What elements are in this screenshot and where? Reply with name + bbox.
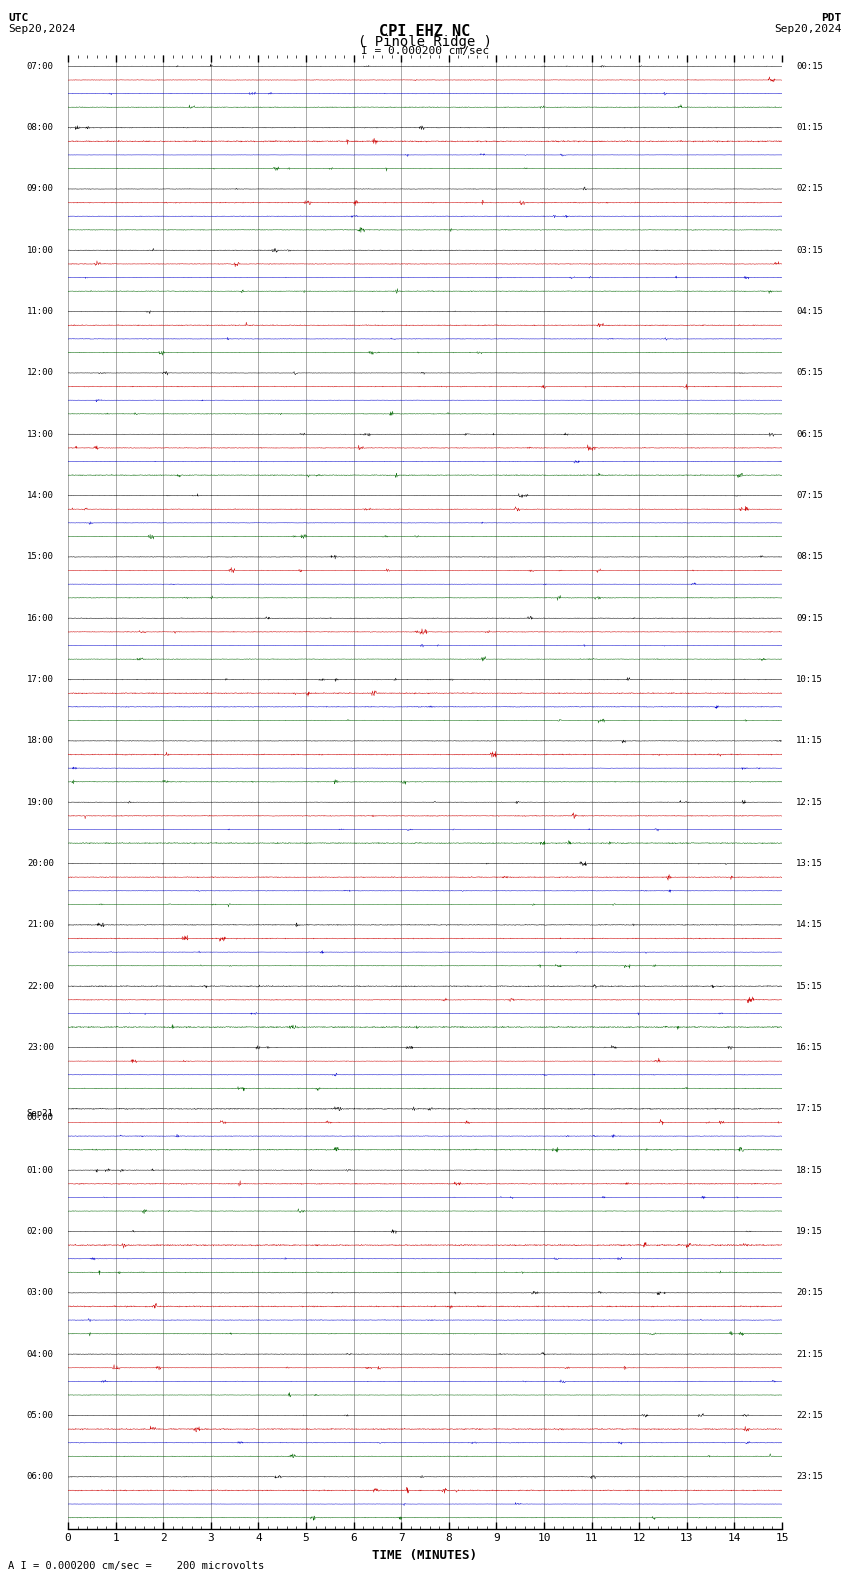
- Text: 23:00: 23:00: [27, 1042, 54, 1052]
- Text: 21:00: 21:00: [27, 920, 54, 930]
- Text: 18:15: 18:15: [796, 1166, 823, 1175]
- Text: Sep21: Sep21: [27, 1109, 54, 1118]
- Text: 13:00: 13:00: [27, 429, 54, 439]
- Text: 11:00: 11:00: [27, 307, 54, 317]
- Text: 07:00: 07:00: [27, 62, 54, 71]
- Text: 17:15: 17:15: [796, 1104, 823, 1114]
- Text: 19:15: 19:15: [796, 1228, 823, 1236]
- Text: A I = 0.000200 cm/sec =    200 microvolts: A I = 0.000200 cm/sec = 200 microvolts: [8, 1562, 264, 1571]
- Text: 20:00: 20:00: [27, 859, 54, 868]
- Text: 23:15: 23:15: [796, 1472, 823, 1481]
- Text: 04:15: 04:15: [796, 307, 823, 317]
- Text: 16:15: 16:15: [796, 1042, 823, 1052]
- Text: 08:15: 08:15: [796, 553, 823, 561]
- Text: 22:15: 22:15: [796, 1411, 823, 1419]
- Text: 15:15: 15:15: [796, 982, 823, 990]
- X-axis label: TIME (MINUTES): TIME (MINUTES): [372, 1549, 478, 1562]
- Text: 06:15: 06:15: [796, 429, 823, 439]
- Text: 15:00: 15:00: [27, 553, 54, 561]
- Text: 19:00: 19:00: [27, 798, 54, 806]
- Text: 12:00: 12:00: [27, 369, 54, 377]
- Text: 21:15: 21:15: [796, 1350, 823, 1359]
- Text: 17:00: 17:00: [27, 675, 54, 684]
- Text: 04:00: 04:00: [27, 1350, 54, 1359]
- Text: 03:15: 03:15: [796, 246, 823, 255]
- Text: PDT: PDT: [821, 13, 842, 22]
- Text: 12:15: 12:15: [796, 798, 823, 806]
- Text: 09:15: 09:15: [796, 613, 823, 623]
- Text: 07:15: 07:15: [796, 491, 823, 501]
- Text: 09:00: 09:00: [27, 184, 54, 193]
- Text: 18:00: 18:00: [27, 737, 54, 746]
- Text: 22:00: 22:00: [27, 982, 54, 990]
- Text: 16:00: 16:00: [27, 613, 54, 623]
- Text: CPI EHZ NC: CPI EHZ NC: [379, 24, 471, 38]
- Text: 20:15: 20:15: [796, 1288, 823, 1297]
- Text: 11:15: 11:15: [796, 737, 823, 746]
- Text: Sep20,2024: Sep20,2024: [774, 24, 842, 33]
- Text: 10:00: 10:00: [27, 246, 54, 255]
- Text: 10:15: 10:15: [796, 675, 823, 684]
- Text: 14:15: 14:15: [796, 920, 823, 930]
- Text: 06:00: 06:00: [27, 1472, 54, 1481]
- Text: UTC: UTC: [8, 13, 29, 22]
- Text: 05:00: 05:00: [27, 1411, 54, 1419]
- Text: 00:15: 00:15: [796, 62, 823, 71]
- Text: 02:15: 02:15: [796, 184, 823, 193]
- Text: 03:00: 03:00: [27, 1288, 54, 1297]
- Text: 02:00: 02:00: [27, 1228, 54, 1236]
- Text: 13:15: 13:15: [796, 859, 823, 868]
- Text: Sep20,2024: Sep20,2024: [8, 24, 76, 33]
- Text: 00:00: 00:00: [27, 1114, 54, 1121]
- Text: I = 0.000200 cm/sec: I = 0.000200 cm/sec: [361, 46, 489, 55]
- Text: 08:00: 08:00: [27, 124, 54, 131]
- Text: 05:15: 05:15: [796, 369, 823, 377]
- Text: 14:00: 14:00: [27, 491, 54, 501]
- Text: 01:15: 01:15: [796, 124, 823, 131]
- Text: ( Pinole Ridge ): ( Pinole Ridge ): [358, 35, 492, 49]
- Text: 01:00: 01:00: [27, 1166, 54, 1175]
